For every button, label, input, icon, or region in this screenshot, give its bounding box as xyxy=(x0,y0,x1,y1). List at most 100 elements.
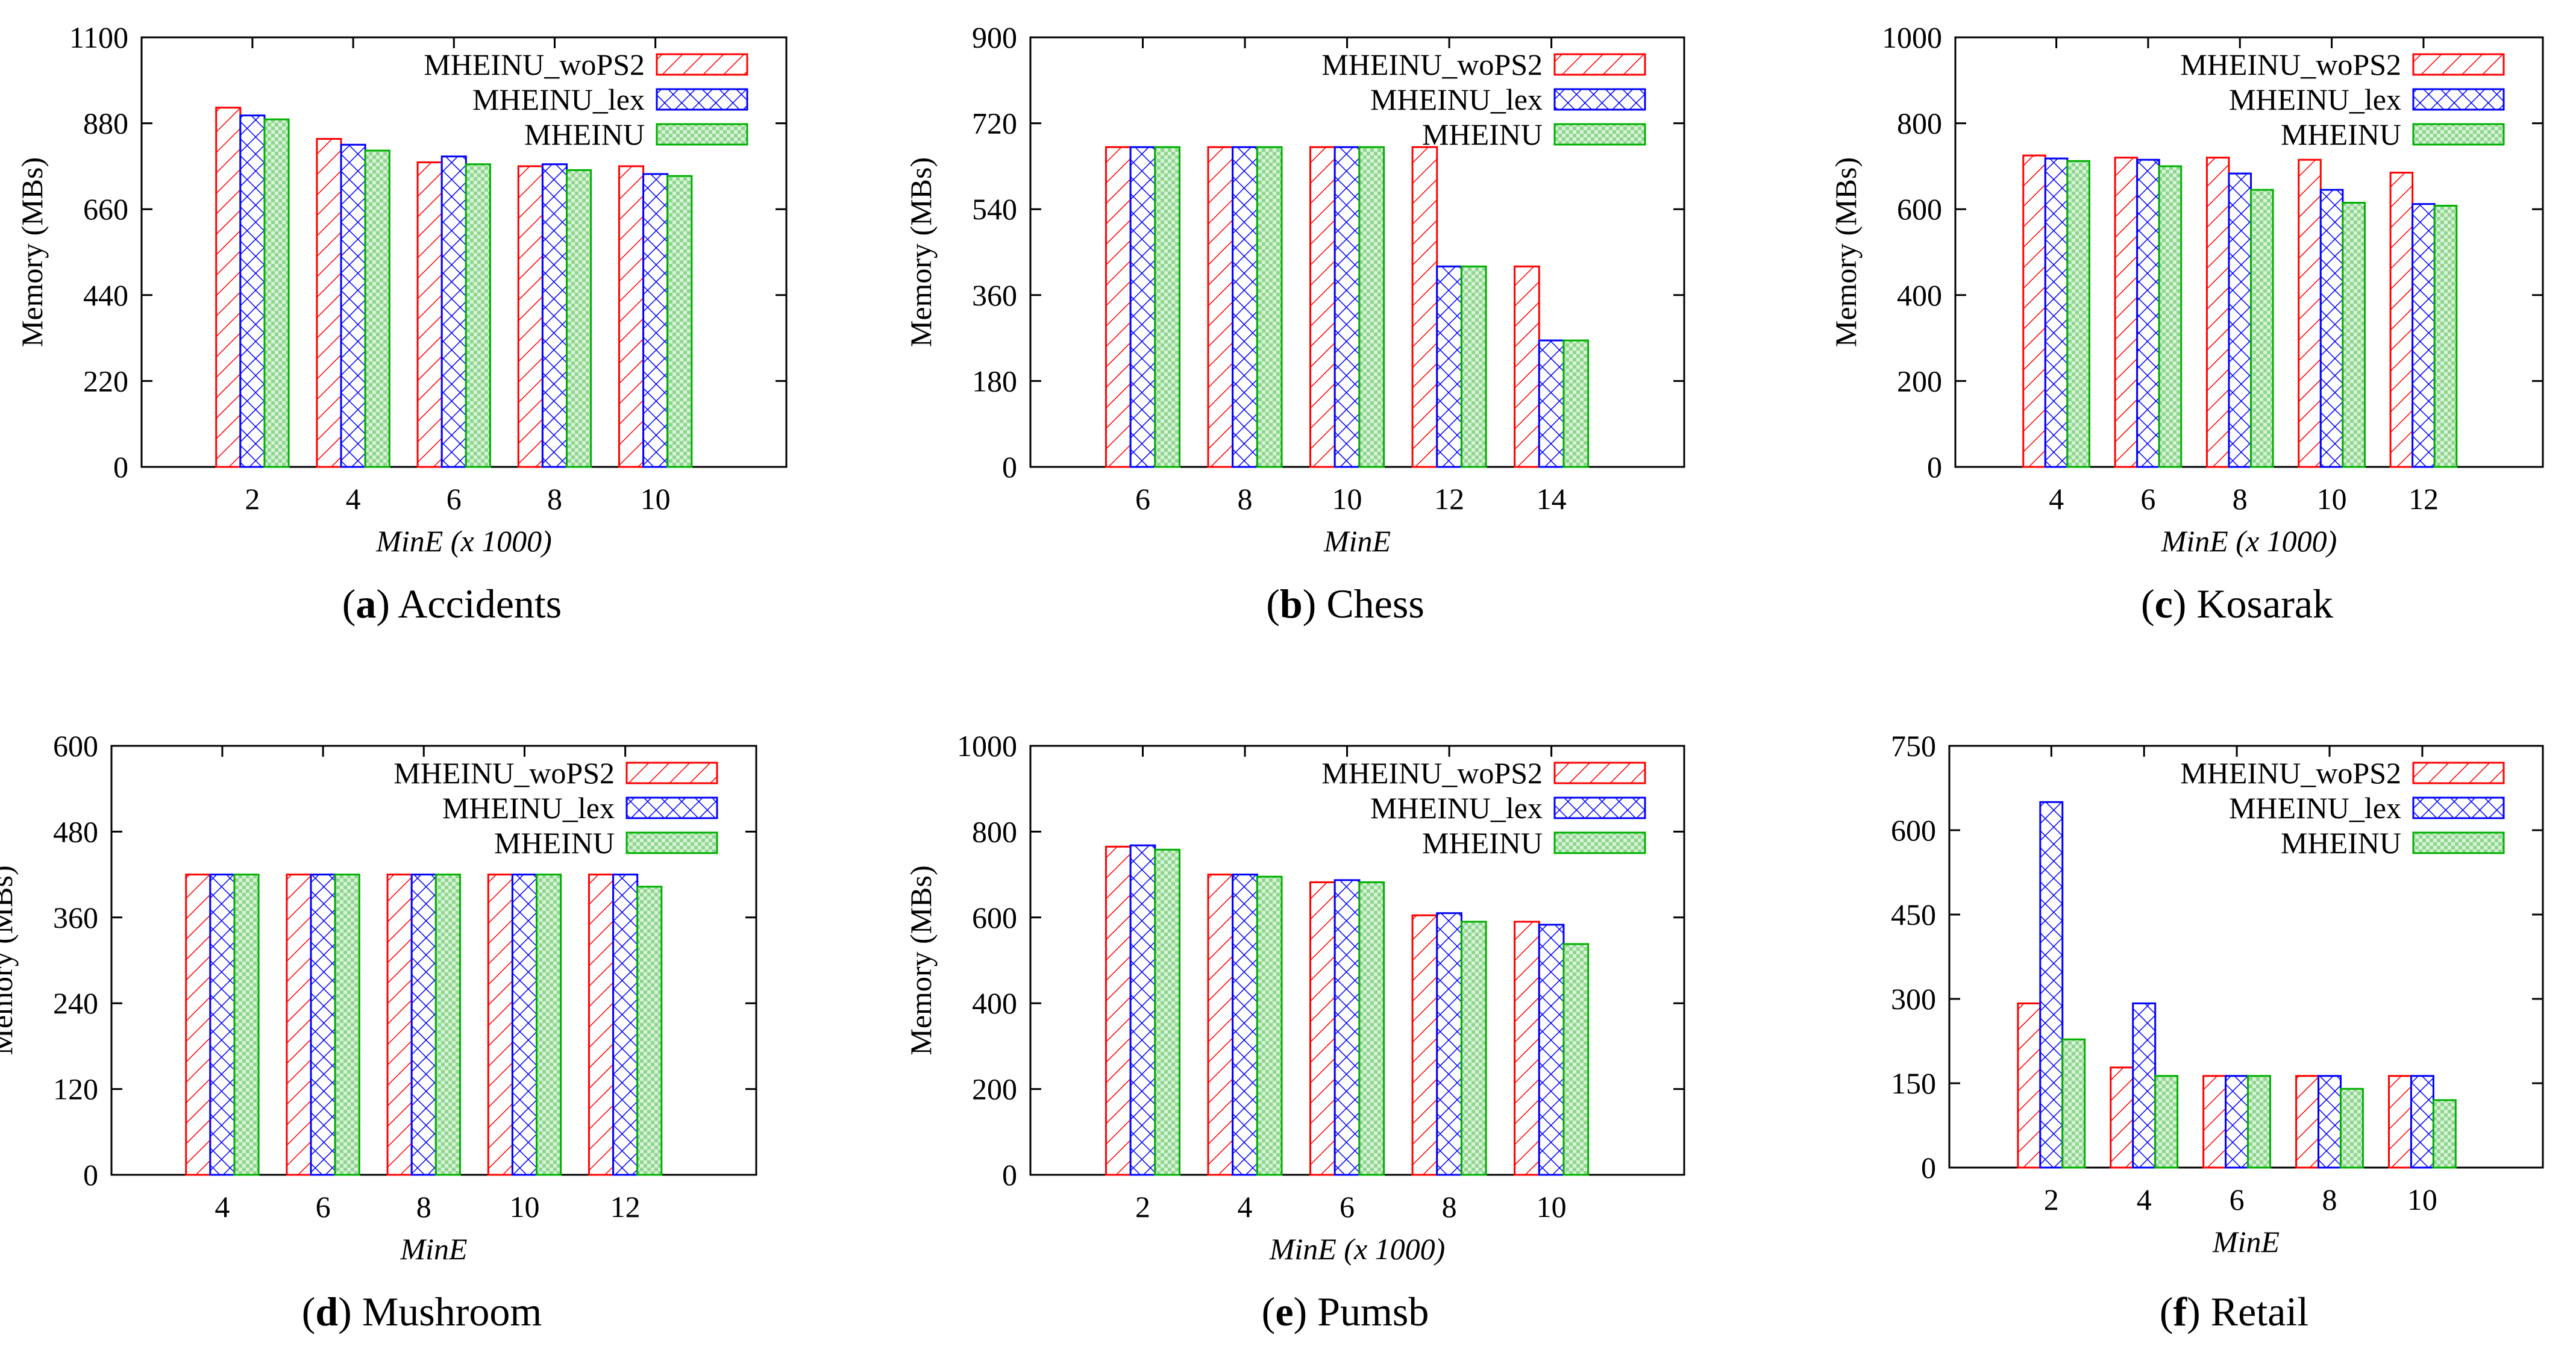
bar-mheinu-lex xyxy=(2039,801,2064,1169)
bar-mheinu-lex xyxy=(2317,1075,2342,1169)
bar-mheinu-wops2 xyxy=(1105,845,1132,1176)
bar-mheinu-lex xyxy=(612,874,639,1176)
bar-mheinu xyxy=(1256,875,1283,1176)
bar-mheinu-lex xyxy=(1538,339,1565,468)
bar-mheinu-wops2 xyxy=(2202,1075,2227,1169)
bar-mheinu-lex xyxy=(209,874,236,1176)
legend-swatch xyxy=(2412,762,2505,784)
bar-mheinu-lex xyxy=(1129,146,1156,468)
bar-mheinu xyxy=(2433,204,2458,468)
x-axis-title: MinE (x 1000) xyxy=(375,524,552,558)
x-tick-label: 2 xyxy=(1135,1190,1150,1224)
bar-mheinu xyxy=(1256,146,1283,468)
x-tick-label: 6 xyxy=(1135,482,1150,516)
caption-letter: c xyxy=(2155,581,2173,627)
y-tick-label: 1100 xyxy=(69,20,128,54)
y-tick-label: 450 xyxy=(1891,898,1936,931)
bar-mheinu-wops2 xyxy=(416,161,443,468)
bar-mheinu xyxy=(636,886,663,1176)
x-axis-title: MinE (x 1000) xyxy=(2161,524,2337,558)
bar-mheinu-wops2 xyxy=(1514,265,1540,468)
bar-mheinu-lex xyxy=(1333,146,1361,468)
y-tick-label: 880 xyxy=(83,107,128,140)
panel-caption: (f) Retail xyxy=(2160,1289,2308,1334)
legend-label: MHEINU xyxy=(524,117,645,151)
legend-swatch xyxy=(656,53,748,76)
legend-label: MHEINU_lex xyxy=(2229,83,2401,116)
x-tick-label: 6 xyxy=(316,1190,331,1224)
x-tick-label: 4 xyxy=(1238,1190,1253,1224)
bar-mheinu-lex xyxy=(541,163,568,468)
bar-mheinu-wops2 xyxy=(316,138,342,468)
bar-mheinu xyxy=(364,149,390,468)
panel-b: 0 180 360 540 720 900 Memory (MBs) 6 8 10 12 14 MinE… xyxy=(904,20,1685,627)
bar-mheinu-lex xyxy=(410,874,437,1176)
bar-mheinu-lex xyxy=(1129,844,1156,1176)
legend-swatch xyxy=(1553,88,1646,111)
bar-mheinu-wops2 xyxy=(2017,1002,2042,1169)
caption-paren-open: ( xyxy=(2141,581,2155,627)
legend-label: MHEINU_woPS2 xyxy=(1321,756,1543,790)
bar-mheinu-lex xyxy=(1436,912,1462,1176)
caption-paren-open: ( xyxy=(342,581,356,627)
y-tick-label: 600 xyxy=(53,729,98,763)
bar-mheinu-lex xyxy=(2132,1002,2157,1169)
legend-swatch xyxy=(656,88,748,111)
x-tick-label: 10 xyxy=(2317,482,2347,516)
x-tick-label: 4 xyxy=(2137,1183,2152,1216)
x-tick-label: 6 xyxy=(447,482,462,516)
y-axis-title: Memory (MBs) xyxy=(0,865,19,1055)
y-tick-label: 0 xyxy=(1002,450,1017,484)
bar-mheinu-lex xyxy=(2044,157,2069,468)
bar-mheinu xyxy=(465,163,491,468)
panel-a: 0 220 440 660 880 1100 Memory (MBs) 2 4 6 8 10 MinE … xyxy=(15,20,788,627)
bar-mheinu-wops2 xyxy=(1207,874,1234,1176)
y-tick-label: 200 xyxy=(972,1072,1017,1106)
bar-mheinu-lex xyxy=(2411,203,2436,468)
bar-mheinu xyxy=(2342,202,2366,468)
bar-mheinu-wops2 xyxy=(517,165,544,468)
caption-paren-open: ( xyxy=(302,1289,316,1334)
legend-label: MHEINU_woPS2 xyxy=(2180,48,2401,81)
y-tick-label: 800 xyxy=(972,815,1017,848)
y-tick-label: 360 xyxy=(972,278,1017,312)
legend-label: MHEINU_lex xyxy=(1370,791,1543,825)
bar-mheinu-wops2 xyxy=(286,874,312,1176)
legend-swatch xyxy=(2412,123,2505,146)
caption-name: Chess xyxy=(1326,581,1424,627)
x-tick-label: 4 xyxy=(346,482,361,516)
legend-label: MHEINU xyxy=(494,826,615,860)
panel-caption: (a) Accidents xyxy=(342,581,562,627)
bar-mheinu xyxy=(2250,189,2274,468)
y-tick-label: 0 xyxy=(1927,450,1942,484)
y-tick-label: 660 xyxy=(83,192,128,226)
bar-mheinu xyxy=(2339,1087,2364,1169)
x-tick-label: 2 xyxy=(245,482,260,516)
y-tick-label: 720 xyxy=(972,107,1017,140)
bar-mheinu xyxy=(1154,146,1181,468)
y-tick-label: 400 xyxy=(972,986,1017,1020)
caption-paren-open: ( xyxy=(1262,1289,1276,1334)
bar-mheinu xyxy=(263,118,290,468)
x-tick-label: 12 xyxy=(2408,482,2439,516)
caption-paren-open: ( xyxy=(1266,581,1280,627)
y-tick-label: 120 xyxy=(53,1072,98,1106)
bar-mheinu-lex xyxy=(1538,924,1565,1176)
bar-mheinu xyxy=(2061,1038,2086,1169)
bar-mheinu xyxy=(2066,160,2090,468)
y-tick-label: 540 xyxy=(972,192,1017,226)
y-tick-label: 240 xyxy=(53,986,98,1020)
legend-label: MHEINU xyxy=(2281,826,2401,860)
bar-mheinu-wops2 xyxy=(2022,154,2046,468)
y-tick-label: 600 xyxy=(1891,813,1936,847)
panel-caption: (b) Chess xyxy=(1266,581,1424,627)
legend-label: MHEINU_woPS2 xyxy=(2180,756,2401,790)
bar-mheinu-wops2 xyxy=(2114,157,2139,468)
bar-mheinu-lex xyxy=(2136,158,2160,468)
bar-mheinu xyxy=(1358,146,1385,468)
x-tick-label: 8 xyxy=(2233,482,2248,516)
